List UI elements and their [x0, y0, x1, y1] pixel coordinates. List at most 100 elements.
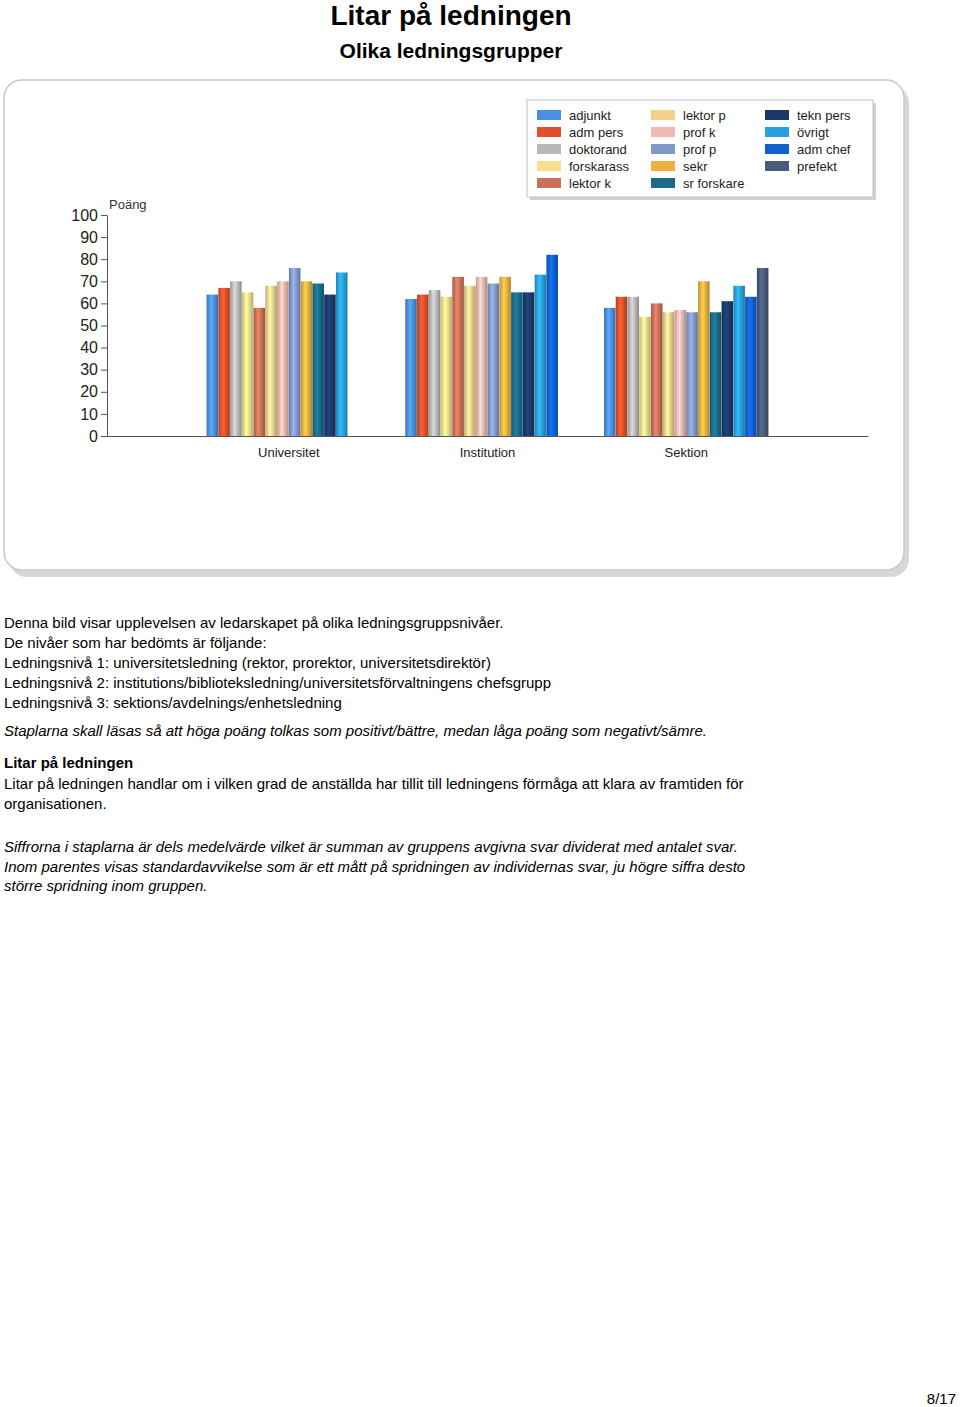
bar: [441, 297, 453, 436]
legend-label: övrigt: [797, 125, 829, 140]
bar: [277, 281, 289, 436]
x-tick-label: Sektion: [665, 445, 708, 460]
bar: [324, 295, 336, 436]
bar: [546, 255, 558, 436]
legend-label: prefekt: [797, 159, 837, 174]
legend-swatch: [765, 110, 789, 120]
y-tick-label: 60: [80, 295, 98, 312]
y-tick: 40: [80, 339, 107, 356]
bar: [301, 281, 313, 436]
page-subtitle: Olika ledningsgrupper: [340, 39, 563, 62]
y-tick-label: 100: [71, 207, 98, 224]
legend-label: adm chef: [797, 142, 851, 157]
y-tick-label: 20: [80, 383, 98, 400]
bar: [639, 317, 651, 436]
y-tick-mark: [101, 259, 107, 260]
legend-swatch: [765, 127, 789, 137]
bar: [722, 301, 734, 436]
intro-line: Denna bild visar upplevelsen av ledarska…: [4, 614, 503, 631]
y-axis-title: Poäng: [109, 197, 147, 212]
legend-label: tekn pers: [797, 108, 851, 123]
legend-swatch: [537, 110, 561, 120]
legend-label: lektor k: [569, 176, 611, 191]
y-tick-label: 10: [80, 406, 98, 423]
y-tick: 0: [89, 428, 107, 445]
x-tick: Universitet: [258, 436, 320, 460]
page-title: Litar på ledningen: [330, 0, 571, 31]
y-tick-mark: [101, 348, 107, 349]
y-tick: 70: [80, 273, 107, 290]
section-text: Litar på ledningen handlar om i vilken g…: [4, 775, 744, 792]
bar: [698, 281, 710, 436]
legend-box: [527, 100, 873, 197]
y-tick-label: 80: [80, 251, 98, 268]
legend-label: forskarass: [569, 159, 629, 174]
bar: [499, 277, 511, 436]
y-tick-label: 30: [80, 361, 98, 378]
page: Litar på ledningen Olika ledningsgrupper 0…: [0, 0, 960, 1407]
bar: [405, 299, 417, 436]
intro-line: De nivåer som har bedömts är följande:: [4, 634, 267, 651]
legend-swatch: [765, 144, 789, 154]
legend-label: adm pers: [569, 125, 624, 140]
y-tick-label: 0: [89, 428, 98, 445]
y-axis-line: [107, 216, 108, 437]
legend-label: doktorand: [569, 142, 627, 157]
y-tick-label: 40: [80, 339, 98, 356]
bar: [663, 312, 675, 436]
bar: [242, 292, 254, 436]
bar: [230, 281, 242, 436]
legend-label: prof k: [683, 125, 716, 140]
y-tick-mark: [101, 414, 107, 415]
x-tick-label: Universitet: [258, 445, 320, 460]
y-tick: 80: [80, 251, 107, 268]
bar: [429, 290, 441, 436]
bar: [289, 268, 301, 436]
x-tick: Institution: [460, 436, 516, 460]
bar: [710, 312, 722, 436]
legend-swatch: [537, 161, 561, 171]
y-tick: 50: [80, 317, 107, 334]
x-axis-line: [108, 436, 869, 437]
bar: [651, 303, 663, 436]
intro-line: Ledningsnivå 2: institutions/biblioteksl…: [4, 674, 551, 691]
legend-swatch: [765, 161, 789, 171]
reading-note: Staplarna skall läsas så att höga poäng …: [4, 722, 707, 739]
bar: [476, 277, 488, 436]
intro-line: Ledningsnivå 3: sektions/avdelnings/enhe…: [4, 694, 342, 711]
legend-label: sekr: [683, 159, 708, 174]
y-tick-mark: [101, 237, 107, 238]
section-text: organisationen.: [4, 795, 107, 812]
bar: [535, 275, 547, 436]
bar: [452, 277, 464, 436]
bar: [336, 272, 348, 436]
bar: [511, 292, 523, 436]
bar: [616, 297, 628, 436]
bar: [417, 295, 429, 436]
bar: [604, 308, 616, 436]
legend: adjunkt adm pers doktorand forskarass lektor…: [527, 100, 876, 200]
legend-label: sr forskare: [683, 176, 744, 191]
bar: [745, 297, 757, 436]
y-tick: 100: [71, 207, 107, 224]
x-tick-label: Institution: [460, 445, 516, 460]
y-tick-mark: [101, 281, 107, 282]
legend-label: adjunkt: [569, 108, 611, 123]
legend-swatch: [651, 127, 675, 137]
legend-swatch: [537, 127, 561, 137]
legend-swatch: [651, 144, 675, 154]
bar: [265, 286, 277, 436]
bar: [627, 297, 639, 436]
x-axis: Universitet Institution Sektion: [108, 436, 869, 460]
y-tick-mark: [101, 215, 107, 216]
bar: [757, 268, 769, 436]
y-tick-mark: [101, 326, 107, 327]
y-tick: 20: [80, 383, 107, 400]
bar: [675, 310, 687, 436]
y-tick: 30: [80, 361, 107, 378]
y-tick-mark: [101, 436, 107, 437]
y-tick-mark: [101, 392, 107, 393]
y-tick: 90: [80, 229, 107, 246]
legend-swatch: [651, 161, 675, 171]
y-tick: 60: [80, 295, 107, 312]
